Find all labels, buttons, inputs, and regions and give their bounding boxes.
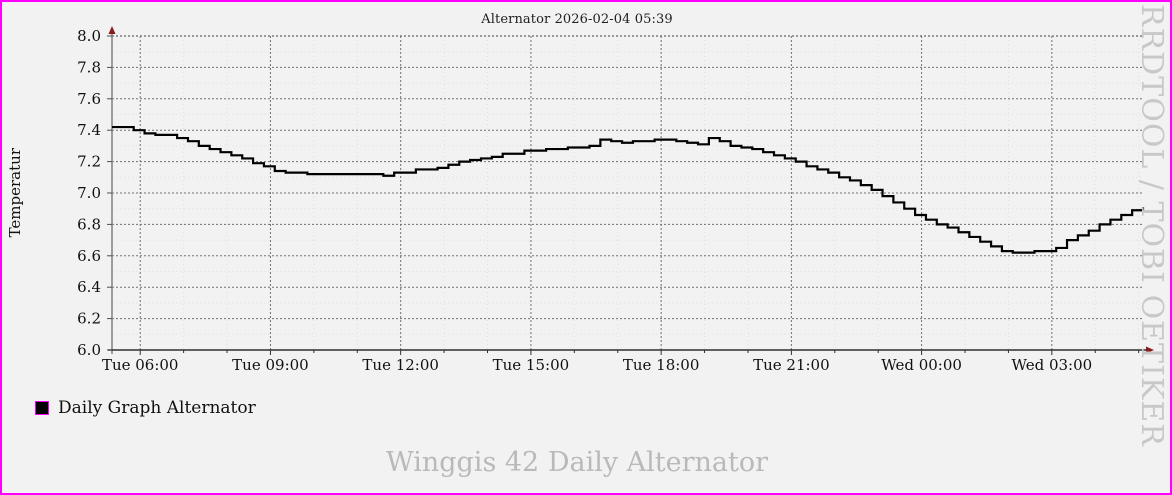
- chart-svg: 8.0 7.8 7.6 7.4 7.2 7.0 6.8 6.6 6.4 6.2 6.0 Tue 06…: [77, 26, 1154, 374]
- x-tick-label: Tue 21:00: [753, 356, 830, 374]
- legend-color-swatch: [35, 401, 49, 415]
- legend: Daily Graph Alternator: [35, 398, 256, 418]
- x-tick-labels: Tue 06:00 Tue 09:00 Tue 12:00 Tue 15:00 Tue …: [102, 356, 1092, 374]
- data-series-group: [112, 125, 1145, 254]
- branding: RRDTOOL / TOBI OETIKER: [1134, 4, 1168, 491]
- y-tick-labels: 8.0 7.8 7.6 7.4 7.2 7.0 6.8 6.6 6.4 6.2 6.0: [77, 27, 101, 359]
- y-tick-label: 6.6: [77, 247, 101, 265]
- y-tick-label: 7.4: [77, 121, 101, 139]
- branding-text: RRDTOOL / TOBI OETIKER: [1134, 4, 1168, 447]
- plot-area: 8.0 7.8 7.6 7.4 7.2 7.0 6.8 6.6 6.4 6.2 6.0 Tue 06…: [2, 2, 1170, 382]
- axes: [107, 26, 1154, 355]
- watermark: Winggis 42 Daily Alternator: [385, 447, 769, 478]
- x-tick-label: Wed 03:00: [1012, 356, 1093, 374]
- x-tick-label: Tue 15:00: [493, 356, 570, 374]
- y-tick-label: 7.0: [77, 184, 101, 202]
- x-tick-label: Tue 12:00: [362, 356, 439, 374]
- y-tick-label: 7.2: [77, 153, 101, 171]
- y-tick-label: 6.0: [77, 341, 101, 359]
- x-tick-label: Wed 00:00: [881, 356, 962, 374]
- x-tick-label: Tue 06:00: [102, 356, 179, 374]
- y-tick-label: 8.0: [77, 27, 101, 45]
- y-tick-label: 6.2: [77, 310, 101, 328]
- y-tick-label: 6.8: [77, 215, 101, 233]
- page-title: Alternator 2026-02-04 05:39: [481, 12, 673, 27]
- y-tick-label: 7.8: [77, 58, 101, 76]
- y-tick-label: 6.4: [77, 278, 101, 296]
- data-series-line: [112, 125, 1145, 254]
- legend-item-label: Daily Graph Alternator: [58, 398, 256, 418]
- y-tick-label: 7.6: [77, 90, 101, 108]
- x-tick-label: Tue 09:00: [232, 356, 309, 374]
- major-gridlines: [112, 35, 1143, 350]
- x-tick-label: Tue 18:00: [623, 356, 700, 374]
